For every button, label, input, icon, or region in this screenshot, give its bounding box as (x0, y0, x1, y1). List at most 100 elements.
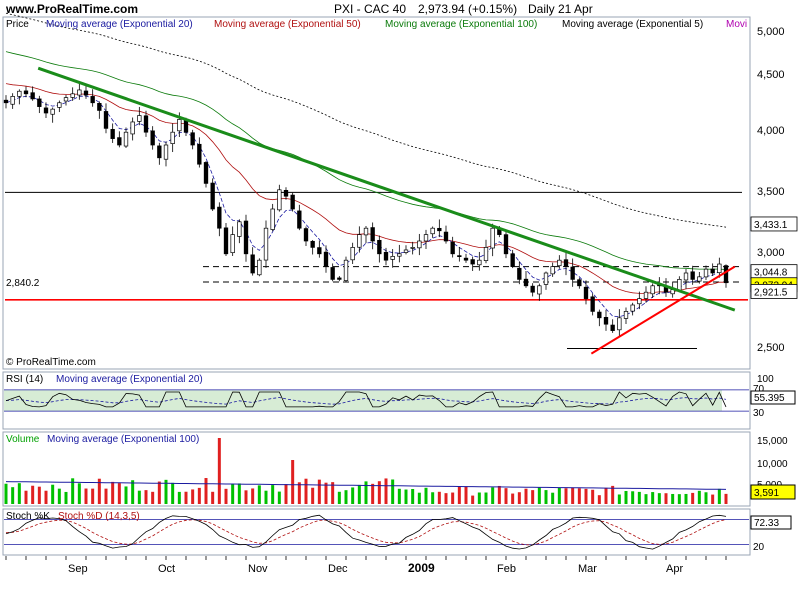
volume-ema-line (5, 481, 727, 490)
volume-bar (137, 490, 141, 504)
price-panel[interactable]: Price Moving average (Exponential 20) Mo… (2, 12, 751, 370)
candle (717, 257, 722, 278)
legend-ema5: Moving average (Exponential 5) (562, 19, 703, 30)
volume-bar (471, 495, 475, 504)
legend-ema100: Moving average (Exponential 100) (385, 19, 537, 30)
volume-bar (544, 490, 548, 504)
volume-bar (244, 490, 248, 504)
candle (3, 95, 9, 109)
legend-stoch-k: Stoch %K (6, 511, 50, 522)
candle (583, 280, 589, 305)
rsi-tick-30: 30 (753, 408, 765, 419)
candle (170, 123, 175, 153)
price-value-tag: 3,044.8 (750, 264, 798, 280)
volume-bar (624, 491, 628, 504)
candle (290, 192, 295, 212)
volume-bar (437, 491, 441, 504)
stoch-panel[interactable]: Stoch %K Stoch %D (14,3,5) (2, 508, 751, 556)
candle (57, 100, 62, 113)
candle (483, 239, 489, 264)
candle (77, 81, 82, 100)
candle (610, 319, 615, 333)
candle (310, 239, 315, 255)
legend-rsi-ema: Moving average (Exponential 20) (56, 374, 203, 385)
volume-bar (671, 493, 675, 504)
candle (343, 256, 349, 283)
x-label-feb: Feb (497, 563, 516, 575)
candle (623, 307, 629, 324)
legend-ema20: Moving average (Exponential 20) (46, 19, 193, 30)
candle (603, 309, 609, 331)
volume-bar (271, 485, 275, 504)
candle (543, 271, 549, 290)
vol-tick-15000: 15,000 (757, 436, 788, 447)
volume-bar (377, 481, 381, 504)
candle (297, 204, 302, 231)
volume-bar (484, 492, 488, 504)
volume-bar (311, 487, 315, 504)
candle (683, 269, 689, 289)
candle (83, 85, 89, 99)
candle (370, 222, 375, 250)
volume-bar (344, 490, 348, 504)
candle (550, 262, 555, 277)
candle (570, 258, 575, 287)
price-tick-2500: 2,500 (757, 342, 785, 354)
price-tick-4500: 4,500 (757, 69, 785, 81)
volume-bar (417, 492, 421, 504)
volume-bar (371, 483, 375, 504)
stoch-value-tag: 72.33 (754, 518, 779, 529)
candle (437, 219, 442, 238)
volume-bar (237, 483, 241, 504)
candle (23, 86, 29, 98)
legend-rsi: RSI (14) (6, 374, 43, 385)
volume-bar (511, 493, 515, 504)
x-label-apr: Apr (666, 563, 683, 575)
volume-bar (71, 478, 75, 504)
candle (203, 161, 209, 188)
candle (210, 178, 215, 211)
volume-bar (191, 489, 195, 504)
candle (690, 265, 695, 285)
candle (577, 277, 582, 289)
candle (563, 251, 569, 276)
candle (710, 263, 715, 276)
period-label: Daily 21 Apr (528, 2, 593, 16)
volume-panel[interactable]: Volume Moving average (Exponential 100) (2, 431, 751, 507)
candle (90, 89, 95, 107)
volume-bar (631, 491, 635, 504)
candle (163, 141, 169, 167)
volume-bar (384, 478, 388, 504)
svg-text:2,921.5: 2,921.5 (754, 287, 788, 298)
candle (617, 309, 622, 336)
price-tick-4000: 4,000 (757, 125, 785, 137)
rsi-ema-line (5, 397, 727, 405)
volume-bar (277, 491, 281, 504)
price-axis: 5,000 4,500 4,000 3,500 3,000 2,500 3,43… (750, 26, 798, 354)
candle (523, 271, 529, 288)
candle (490, 223, 495, 257)
rsi-panel[interactable]: RSI (14) Moving average (Exponential 20) (2, 371, 751, 430)
volume-bar (291, 460, 295, 504)
volume-bar (91, 488, 95, 504)
stoch-d-line (5, 519, 727, 546)
candle (703, 265, 709, 281)
vol-value-tag-box (750, 484, 796, 500)
x-label-mar: Mar (578, 563, 597, 575)
svg-text:3,044.8: 3,044.8 (754, 268, 788, 279)
candle (510, 249, 515, 269)
candle (70, 87, 75, 101)
candle (230, 226, 235, 256)
candle (597, 309, 602, 327)
candle (430, 226, 435, 238)
candle (383, 247, 389, 266)
volume-bar (444, 493, 448, 504)
volume-bar (564, 488, 568, 504)
candle (443, 225, 449, 244)
site-label[interactable]: www.ProRealTime.com (5, 2, 138, 16)
x-label-oct: Oct (158, 563, 175, 575)
candle (330, 263, 335, 282)
watermark: © ProRealTime.com (6, 357, 96, 368)
candle (50, 107, 55, 123)
